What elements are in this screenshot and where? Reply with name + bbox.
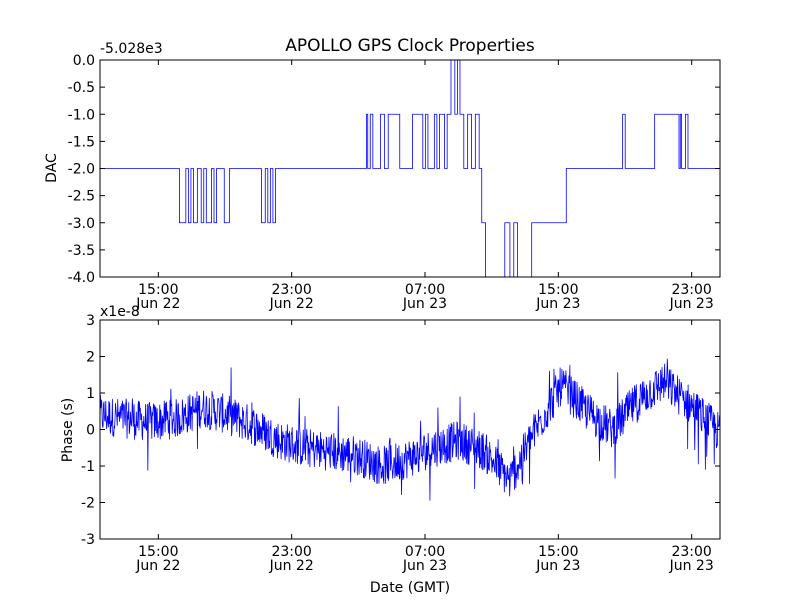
phase-x-tick-date: Jun 23 (535, 558, 580, 574)
dac-x-tick-time: 15:00 (138, 282, 178, 298)
dac-y-tick-label: -4.0 (68, 270, 95, 286)
dac-frame (99, 59, 721, 278)
phase-x-tick-time: 15:00 (538, 544, 578, 560)
dac-y-tick-label: 0.0 (73, 53, 95, 69)
dac-y-tick-label: -0.5 (68, 80, 95, 96)
dac-offset-label: -5.028e3 (100, 41, 163, 57)
phase-line (100, 358, 720, 501)
phase-x-tick-time: 07:00 (405, 544, 445, 560)
dac-x-tick-date: Jun 23 (669, 296, 714, 312)
phase-frame (99, 319, 721, 540)
chart-title: APOLLO GPS Clock Properties (285, 36, 535, 56)
dac-y-tick-label: -3.5 (68, 243, 95, 259)
dac-x-tick-date: Jun 23 (402, 296, 447, 312)
dac-x-tick-time: 23:00 (671, 282, 711, 298)
phase-y-tick-label: -3 (81, 532, 95, 548)
phase-y-tick-label: 1 (86, 386, 95, 402)
phase-x-tick-date: Jun 23 (402, 558, 447, 574)
dac-y-tick-label: -1.0 (68, 107, 95, 123)
dac-y-ticks: -4.0 -3.5 -3.0 -2.5 -2.0 -1.5 -1.0 -0.5 0.0 (68, 53, 720, 286)
dac-x-tick-time: 23:00 (271, 282, 311, 298)
phase-offset-label: x1e-8 (100, 304, 140, 320)
phase-y-tick-label: 3 (86, 313, 95, 329)
dac-y-tick-label: -2.5 (68, 189, 95, 205)
phase-y-tick-label: -1 (81, 459, 95, 475)
dac-line (100, 60, 720, 277)
phase-x-tick-time: 15:00 (138, 544, 178, 560)
dac-x-tick-date: Jun 23 (535, 296, 580, 312)
dac-x-tick-time: 07:00 (405, 282, 445, 298)
x-axis-label: Date (GMT) (370, 580, 450, 596)
dac-panel: -4.0 -3.5 -3.0 -2.5 -2.0 -1.5 -1.0 -0.5 0.0 15:0… (44, 41, 721, 312)
phase-plot-area (100, 320, 720, 539)
phase-x-tick-time: 23:00 (271, 544, 311, 560)
phase-y-tick-label: -2 (81, 496, 95, 512)
phase-series (100, 358, 720, 501)
phase-x-tick-date: Jun 23 (669, 558, 714, 574)
dac-y-tick-label: -3.0 (68, 216, 95, 232)
phase-y-tick-label: 2 (86, 350, 95, 366)
phase-y-ticks: -3 -2 -1 0 1 2 3 (81, 313, 720, 548)
dac-y-tick-label: -2.0 (68, 162, 95, 178)
phase-x-tick-time: 23:00 (671, 544, 711, 560)
dac-x-tick-time: 15:00 (538, 282, 578, 298)
dac-x-tick-date: Jun 22 (269, 296, 314, 312)
dac-y-axis-label: DAC (44, 153, 60, 183)
phase-y-axis-label: Phase (s) (60, 398, 76, 462)
phase-x-tick-date: Jun 22 (135, 558, 180, 574)
dac-y-tick-label: -1.5 (68, 134, 95, 150)
dac-x-tick-date: Jun 22 (135, 296, 180, 312)
phase-x-tick-date: Jun 22 (269, 558, 314, 574)
phase-y-tick-label: 0 (86, 423, 95, 439)
dac-series (100, 60, 720, 277)
